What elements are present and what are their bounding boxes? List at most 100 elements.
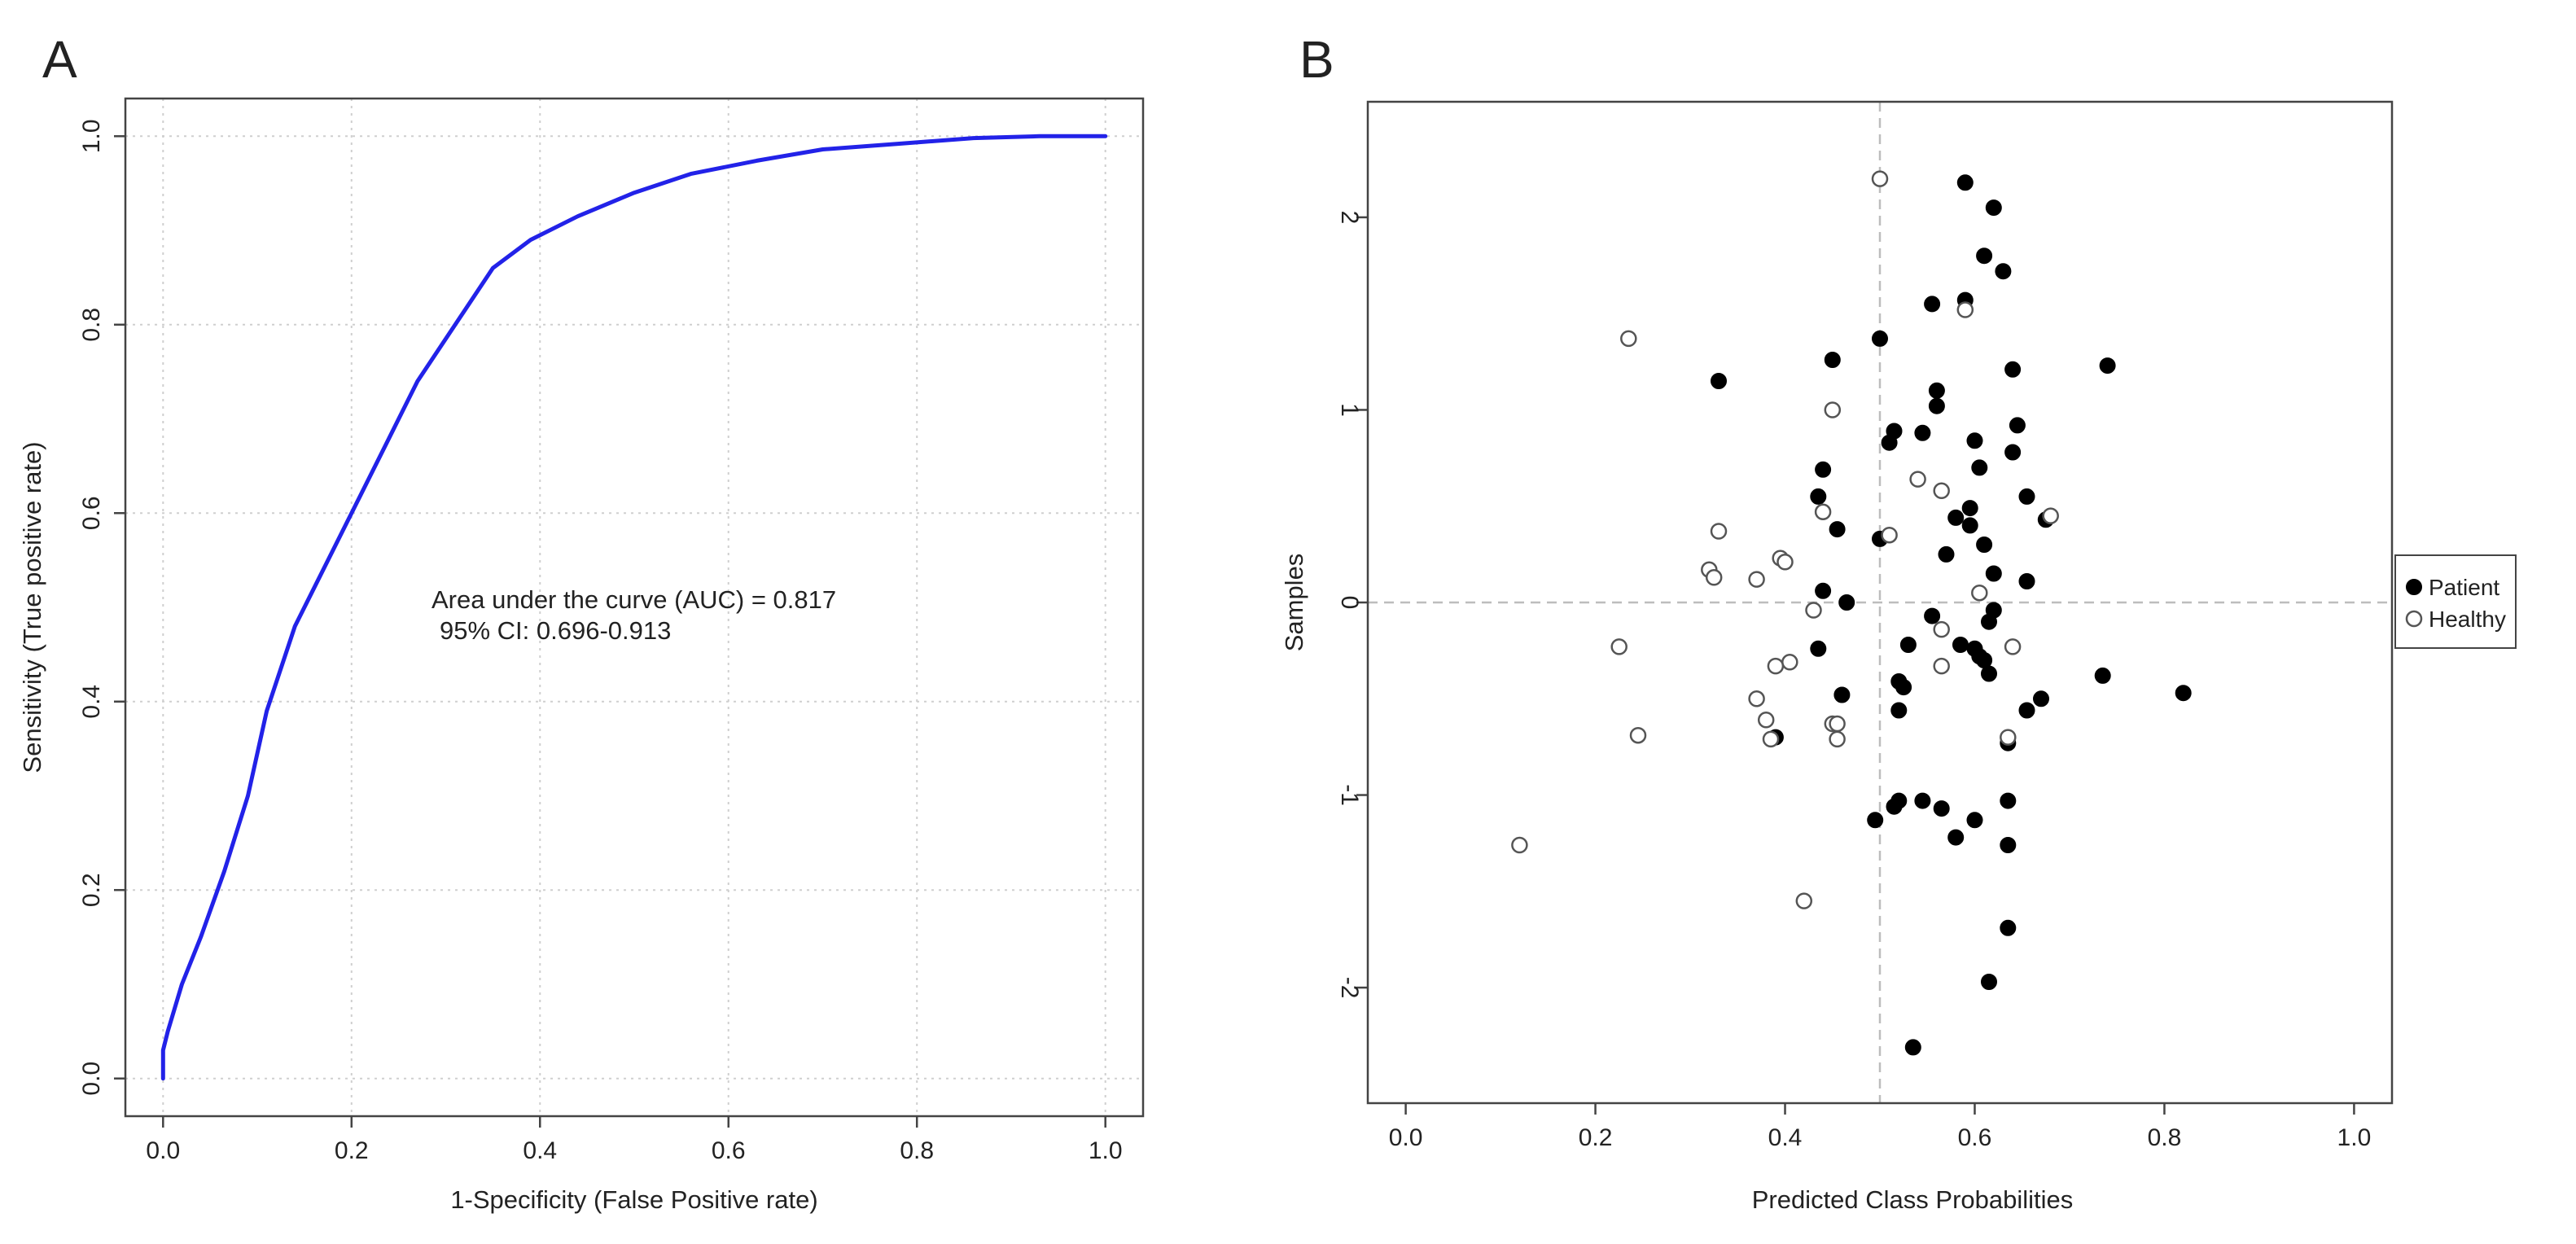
scatter-y-tick-label: 0 bbox=[1336, 596, 1363, 610]
scatter-x-tick-label: 0.0 bbox=[1389, 1124, 1423, 1151]
patient-point bbox=[1810, 488, 1827, 505]
healthy-point bbox=[1829, 730, 1846, 748]
roc-y-tick-label: 0.2 bbox=[78, 873, 105, 907]
healthy-point bbox=[1805, 602, 1822, 619]
scatter-y-tick-label: 2 bbox=[1336, 211, 1363, 225]
scatter-x-tick-label: 0.2 bbox=[1579, 1124, 1613, 1151]
reference-lines bbox=[1368, 102, 2392, 1103]
scatter-x-tick-label: 0.8 bbox=[2148, 1124, 2182, 1151]
patient-point bbox=[1976, 652, 1993, 668]
roc-y-axis-label: Sensitivity (True positive rate) bbox=[18, 441, 46, 773]
healthy-point bbox=[1933, 620, 1950, 638]
patient-point bbox=[1956, 174, 1974, 191]
patient-point bbox=[1976, 247, 1993, 265]
scatter-points bbox=[1511, 170, 2192, 1056]
scatter-x-axis-label: Predicted Class Probabilities bbox=[1752, 1185, 2074, 1214]
patient-point bbox=[1924, 296, 1941, 313]
patient-point bbox=[1810, 640, 1827, 657]
patient-point bbox=[1824, 352, 1841, 368]
roc-x-tick-label: 0.0 bbox=[146, 1137, 180, 1164]
panel-a-letter: A bbox=[42, 30, 77, 89]
legend: Patient Healthy bbox=[2394, 554, 2517, 649]
healthy-point bbox=[1795, 892, 1813, 909]
patient-point bbox=[1914, 424, 1931, 441]
healthy-point bbox=[1748, 690, 1765, 707]
healthy-point bbox=[1620, 330, 1637, 348]
roc-x-tick-label: 0.2 bbox=[335, 1137, 369, 1164]
patient-point bbox=[2018, 573, 2035, 589]
scatter-plot-frame bbox=[1366, 100, 2394, 1105]
patient-point bbox=[2000, 792, 2017, 809]
healthy-point bbox=[1933, 657, 1950, 675]
roc-chart: 0.0 0.2 0.4 0.6 0.8 1.0 0.0 0.2 0.4 0.6 0.8 1.0 Are… bbox=[18, 97, 1145, 1214]
healthy-point bbox=[1762, 730, 1780, 748]
legend-box bbox=[2394, 554, 2517, 649]
patient-point bbox=[2018, 702, 2035, 719]
roc-y-tick-label: 1.0 bbox=[78, 119, 105, 153]
patient-point bbox=[1867, 812, 1884, 829]
patient-point bbox=[1981, 613, 1997, 630]
healthy-point bbox=[1909, 471, 1926, 488]
scatter-y-tick-label: -2 bbox=[1336, 977, 1363, 999]
patient-point bbox=[1971, 459, 1988, 476]
healthy-point bbox=[1933, 482, 1950, 500]
legend-healthy-marker bbox=[2405, 610, 2423, 628]
patient-point bbox=[2175, 685, 2192, 702]
healthy-point bbox=[1814, 503, 1832, 521]
healthy-point bbox=[1705, 569, 1723, 586]
healthy-point bbox=[1776, 554, 1794, 571]
patient-point bbox=[2004, 444, 2022, 461]
patient-point bbox=[2094, 667, 2111, 684]
patient-point bbox=[1711, 373, 1727, 389]
roc-x-tick-label: 0.6 bbox=[712, 1137, 746, 1164]
patient-point bbox=[2033, 690, 2049, 707]
patient-point bbox=[1886, 798, 1903, 815]
roc-y-tick-label: 0.0 bbox=[78, 1062, 105, 1096]
patient-point bbox=[1924, 607, 1941, 624]
auc-annotation: Area under the curve (AUC) = 0.817 bbox=[432, 585, 836, 614]
roc-x-tick-label: 0.8 bbox=[900, 1137, 934, 1164]
prediction-scatter-chart: 0.0 0.2 0.4 0.6 0.8 1.0 -2 -1 0 1 2 Predicted Clas… bbox=[1280, 100, 2517, 1214]
roc-x-tick-label: 0.4 bbox=[523, 1137, 557, 1164]
patient-point bbox=[1815, 582, 1832, 599]
patient-point bbox=[1947, 509, 1965, 526]
roc-grid bbox=[125, 99, 1143, 1116]
patient-point bbox=[2018, 488, 2035, 505]
healthy-point bbox=[1511, 836, 1528, 854]
patient-point bbox=[1966, 812, 1983, 829]
roc-y-tick-label: 0.8 bbox=[78, 308, 105, 342]
patient-point bbox=[1895, 679, 1912, 696]
legend-healthy-label: Healthy bbox=[2429, 607, 2506, 632]
patient-point bbox=[1952, 637, 1969, 653]
patient-point bbox=[1914, 792, 1931, 809]
healthy-point bbox=[2042, 507, 2059, 524]
healthy-point bbox=[1781, 654, 1798, 671]
roc-curve-line bbox=[160, 134, 1108, 1081]
legend-patient-label: Patient bbox=[2429, 575, 2499, 600]
roc-y-tick-label: 0.6 bbox=[78, 496, 105, 530]
patient-point bbox=[1815, 461, 1832, 478]
patient-point bbox=[2099, 357, 2116, 375]
healthy-point bbox=[1710, 523, 1728, 540]
patient-point bbox=[1928, 397, 1945, 414]
patient-point bbox=[1933, 800, 1950, 817]
scatter-x-tick-label: 0.4 bbox=[1768, 1124, 1803, 1151]
patient-point bbox=[1904, 1039, 1921, 1056]
roc-ticks: 0.0 0.2 0.4 0.6 0.8 1.0 0.0 0.2 0.4 0.6 0.8 1.0 bbox=[78, 119, 1123, 1164]
patient-point bbox=[2004, 361, 2022, 378]
healthy-point bbox=[1971, 584, 1988, 602]
scatter-y-tick-label: 1 bbox=[1336, 403, 1363, 417]
patient-point bbox=[1833, 686, 1851, 703]
healthy-point bbox=[1629, 726, 1647, 744]
patient-point bbox=[1981, 665, 1997, 682]
scatter-y-axis-label: Samples bbox=[1280, 554, 1308, 652]
roc-plot-frame bbox=[124, 97, 1145, 1118]
healthy-point bbox=[2004, 638, 2022, 655]
patient-point bbox=[2009, 417, 2026, 434]
patient-point bbox=[1985, 199, 2002, 217]
healthy-point bbox=[1881, 526, 1898, 544]
patient-point bbox=[1881, 434, 1898, 451]
patient-point bbox=[1838, 594, 1855, 611]
ci-annotation: 95% CI: 0.696-0.913 bbox=[440, 616, 671, 645]
patient-point bbox=[1938, 545, 1955, 563]
